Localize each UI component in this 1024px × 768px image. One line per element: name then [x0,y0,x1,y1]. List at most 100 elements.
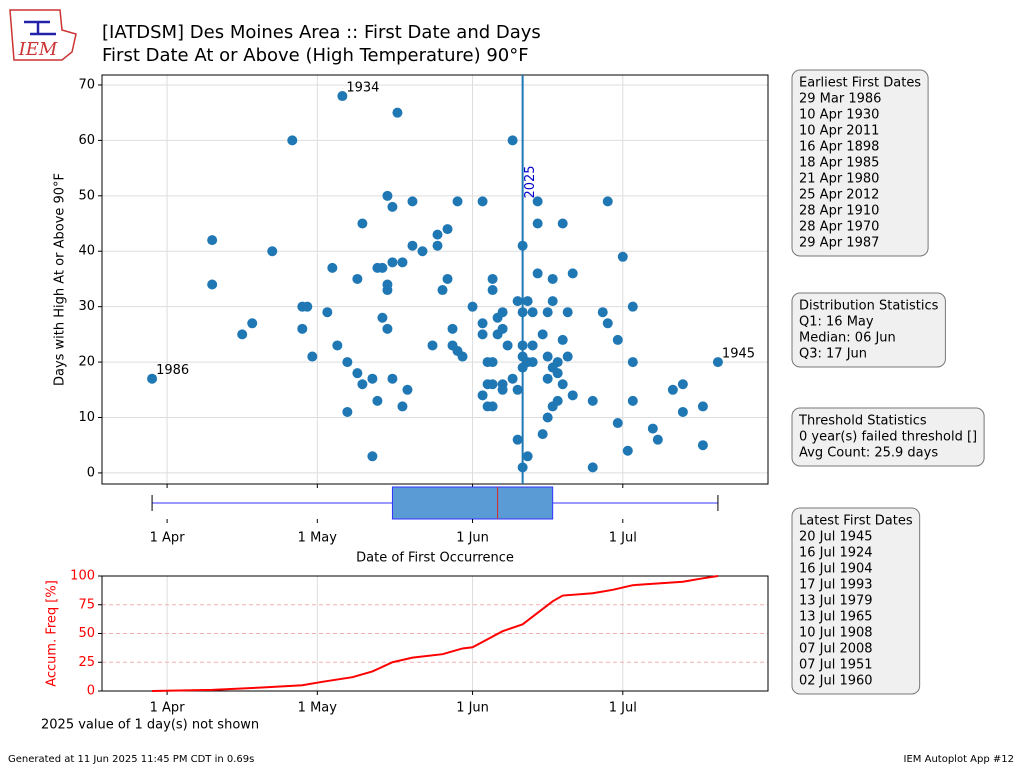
x-tick-label: 1 Jul [609,531,637,546]
point [387,373,398,384]
point [467,301,478,312]
point [387,257,398,268]
point [357,218,368,229]
chart-title: [IATDSM] Des Moines Area :: First Date a… [102,22,541,43]
x-tick-label: 1 Jun [456,701,489,716]
point [512,384,523,395]
panel-line: 13 Jul 1965 [799,610,873,625]
panel-line: 16 Jul 1924 [799,546,873,561]
point [602,318,613,329]
panel-line: 18 Apr 1985 [799,156,879,171]
point [517,307,528,318]
y-tick-label: 20 [78,355,95,370]
logo-text: IEM [18,39,58,60]
point [567,268,578,279]
cumulative-line [152,575,719,692]
point [512,434,523,445]
point [532,196,543,207]
point [502,340,513,351]
footer-right: IEM Autoplot App #12 [904,754,1014,765]
point [562,351,573,362]
y-axis-label: Days with High At or Above 90°F [53,173,68,386]
point [397,401,408,412]
plot-frame [101,575,769,692]
x-tick-label: 1 May [298,531,338,546]
point [567,390,578,401]
y-tick-label: 0 [87,684,95,699]
point [712,357,723,368]
point [527,307,538,318]
x-axis-label: Date of First Occurrence [356,551,514,566]
point [402,384,413,395]
point [327,262,338,273]
panel-line: 07 Jul 2008 [799,642,873,657]
point [652,434,663,445]
plot-frame [101,74,769,485]
panel-line: 17 Jul 1993 [799,578,873,593]
panel-title: Distribution Statistics [799,299,939,314]
point [407,240,418,251]
panel-line: 16 Jul 1904 [799,562,873,577]
point [437,285,448,296]
point [587,462,598,473]
point [247,318,258,329]
point [537,429,548,440]
point [367,373,378,384]
point [507,135,518,146]
point [562,307,573,318]
panel-box [791,69,929,257]
point [487,379,498,390]
box [391,486,554,520]
x-tick-label: 1 Jul [609,701,637,716]
point [367,451,378,462]
note: 2025 value of 1 day(s) not shown [41,718,259,733]
point [487,357,498,368]
panel-line: Q3: 17 Jun [799,347,867,362]
panel-line: Avg Count: 25.9 days [799,446,938,461]
point [302,301,313,312]
panel-line: 29 Apr 1987 [799,236,879,251]
point [382,323,393,334]
point [487,401,498,412]
point [372,395,383,406]
panel-line: 10 Jul 1908 [799,626,873,641]
logo: IEM [9,9,77,61]
point [517,462,528,473]
point [427,340,438,351]
point [667,384,678,395]
panel-line: 10 Apr 2011 [799,124,879,139]
point [487,285,498,296]
point [147,373,158,384]
y-tick-label: 40 [78,244,95,259]
panel-title: Earliest First Dates [799,76,921,91]
point [527,357,538,368]
point [527,340,538,351]
point [392,107,403,118]
point [612,334,623,345]
point [407,196,418,207]
x-tick-label: 1 Apr [150,701,186,716]
y-tick-label: 60 [78,133,95,148]
panel-title: Latest First Dates [799,514,913,529]
point [477,196,488,207]
panel-line: Median: 06 Jun [799,331,896,346]
point [517,340,528,351]
panel-title: Threshold Statistics [798,414,927,429]
point [552,368,563,379]
point [602,196,613,207]
point [442,273,453,284]
x-tick-label: 1 Apr [150,531,186,546]
point [677,379,688,390]
y-tick-label: 30 [78,299,95,314]
y-tick-label: 10 [78,410,95,425]
point [382,190,393,201]
point [552,357,563,368]
panel-box [791,407,985,467]
point [397,257,408,268]
point [307,351,318,362]
y-tick-label: 50 [78,188,95,203]
footer-left: Generated at 11 Jun 2025 11:45 PM CDT in… [8,754,254,765]
